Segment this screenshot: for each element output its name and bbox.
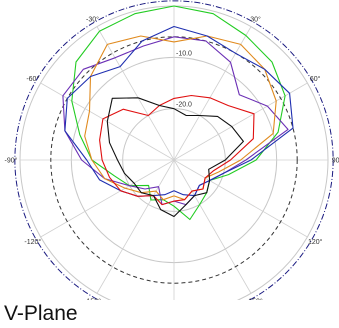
reference-circle-outer-dashed (14, 0, 334, 300)
grid-spoke (173, 82, 308, 161)
angle-tick-label: 0° (171, 0, 178, 2)
series-layer (62, 5, 294, 221)
grid-spoke (173, 26, 252, 161)
angle-tick-label: 120° (308, 238, 323, 246)
grid-spoke (96, 26, 175, 161)
angle-tick-label: -150° (84, 298, 101, 300)
reference-circles (14, 0, 334, 300)
radial-tick-label: -20.0 (176, 102, 192, 109)
radial-tick-label: -10.0 (176, 50, 192, 57)
polar-chart: 0°30°60°90°120°150°180°-150°-120°-90°-60… (5, 0, 339, 300)
angle-tick-label: 60° (310, 75, 321, 83)
grid-spoke (40, 159, 175, 238)
angle-tick-label: -90° (5, 157, 18, 165)
grid-spoke (173, 159, 308, 238)
grid-spoke (96, 159, 175, 294)
series-line-5 (99, 94, 255, 206)
angle-tick-label: -60° (26, 75, 39, 83)
angle-tick-label: 150° (248, 298, 263, 300)
angle-tick-label: 30° (250, 15, 261, 23)
grid-spoke (173, 159, 252, 294)
polar-grid (19, 5, 329, 300)
series-line-6 (106, 97, 244, 218)
angle-tick-label: 90° (332, 157, 339, 165)
angle-tick-label: -30° (86, 15, 99, 23)
angle-tick-label: -120° (24, 238, 41, 246)
reference-circle-inner-dashed (50, 36, 298, 284)
chart-caption: V-Plane (4, 302, 78, 325)
tick-labels: 0°30°60°90°120°150°180°-150°-120°-90°-60… (5, 0, 339, 300)
